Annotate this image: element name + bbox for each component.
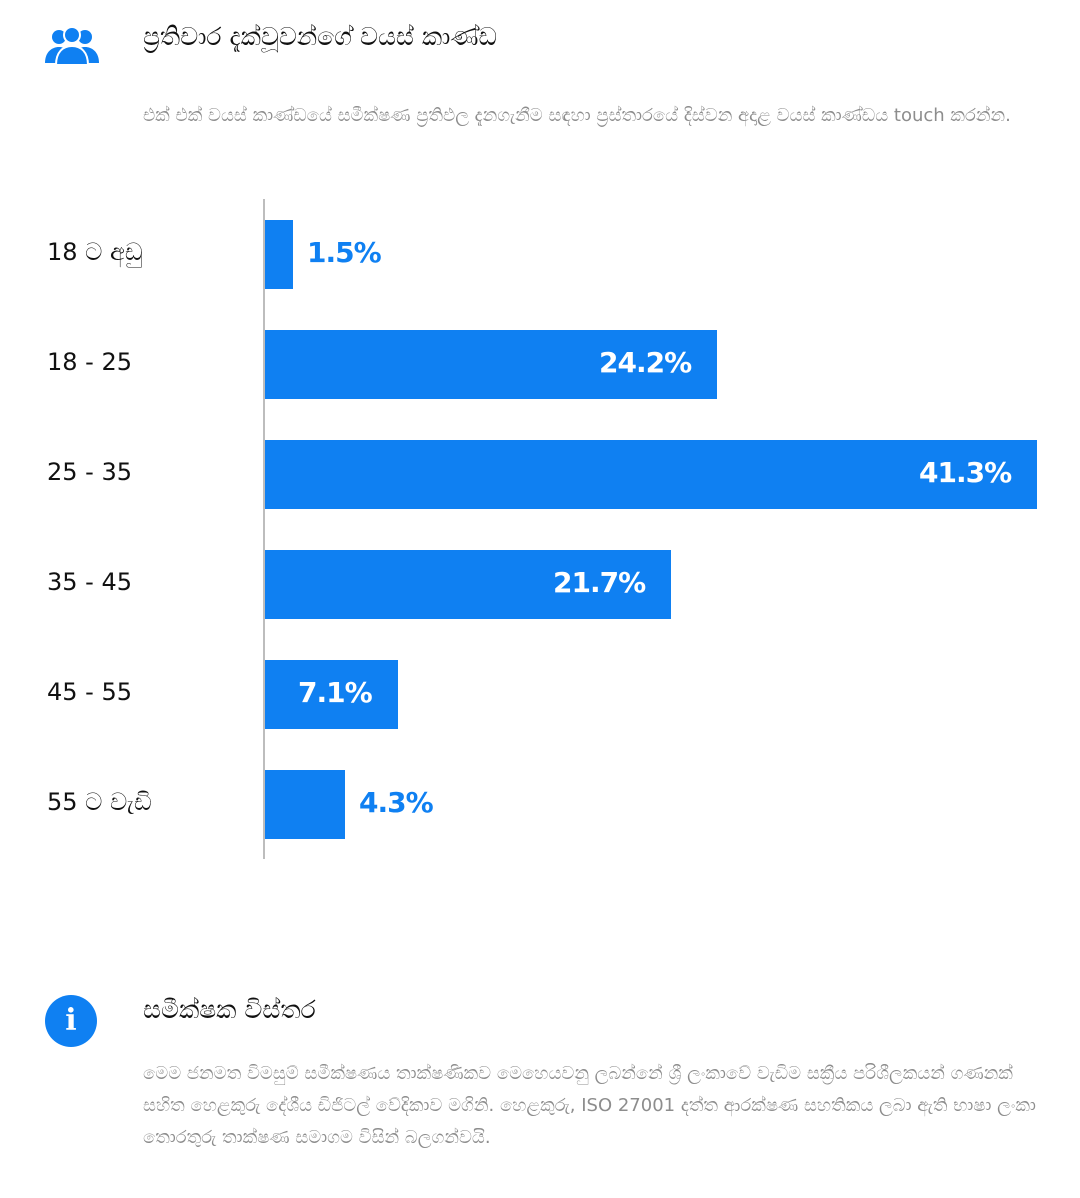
category-label: 35 - 45 bbox=[47, 568, 132, 596]
surveyor-details-title: සමීක්ෂක විස්තර bbox=[143, 995, 316, 1024]
chart-row[interactable]: 45 - 55 7.1% bbox=[0, 660, 1080, 730]
chart-row[interactable]: 35 - 45 21.7% bbox=[0, 550, 1080, 620]
chart-bar[interactable] bbox=[265, 220, 293, 289]
bar-value-label: 21.7% bbox=[553, 566, 646, 599]
bar-value-label: 4.3% bbox=[359, 786, 434, 819]
age-groups-title: ප්‍රතිචාර දැක්වූවන්ගේ වයස් කාණ්ඩ bbox=[143, 22, 497, 51]
age-distribution-chart: 18 ට අඩු 1.5% 18 - 25 24.2% 25 - 35 41.3% 35 -… bbox=[0, 195, 1080, 865]
surveyor-details-description: මෙම ජනමත විමසුම් සමීක්ෂණය තාක්ෂණිකව මෙහෙ… bbox=[143, 1063, 1036, 1148]
chart-row[interactable]: 18 ට අඩු 1.5% bbox=[0, 220, 1080, 290]
chart-row[interactable]: 18 - 25 24.2% bbox=[0, 330, 1080, 400]
chart-bar[interactable] bbox=[265, 660, 398, 729]
chart-bar[interactable] bbox=[265, 550, 671, 619]
chart-row[interactable]: 55 ට වැඩි 4.3% bbox=[0, 770, 1080, 840]
category-label: 18 - 25 bbox=[47, 348, 132, 376]
bar-value-label: 41.3% bbox=[919, 456, 1012, 489]
category-label: 45 - 55 bbox=[47, 678, 132, 706]
category-label: 18 ට අඩු bbox=[47, 238, 143, 266]
info-icon: i bbox=[45, 995, 97, 1047]
chart-bar[interactable] bbox=[265, 330, 717, 399]
people-group-icon bbox=[45, 26, 99, 66]
chart-axis-line bbox=[263, 199, 265, 859]
chart-bar[interactable] bbox=[265, 440, 1037, 509]
bar-value-label: 1.5% bbox=[307, 236, 382, 269]
chart-row[interactable]: 25 - 35 41.3% bbox=[0, 440, 1080, 510]
age-groups-description: එක් එක් වයස් කාණ්ඩයේ සමීක්ෂණ ප්‍රතිඵල දැ… bbox=[143, 105, 1011, 126]
category-label: 25 - 35 bbox=[47, 458, 132, 486]
chart-bar[interactable] bbox=[265, 770, 345, 839]
category-label: 55 ට වැඩි bbox=[47, 788, 152, 816]
bar-value-label: 24.2% bbox=[599, 346, 692, 379]
bar-value-label: 7.1% bbox=[298, 676, 373, 709]
